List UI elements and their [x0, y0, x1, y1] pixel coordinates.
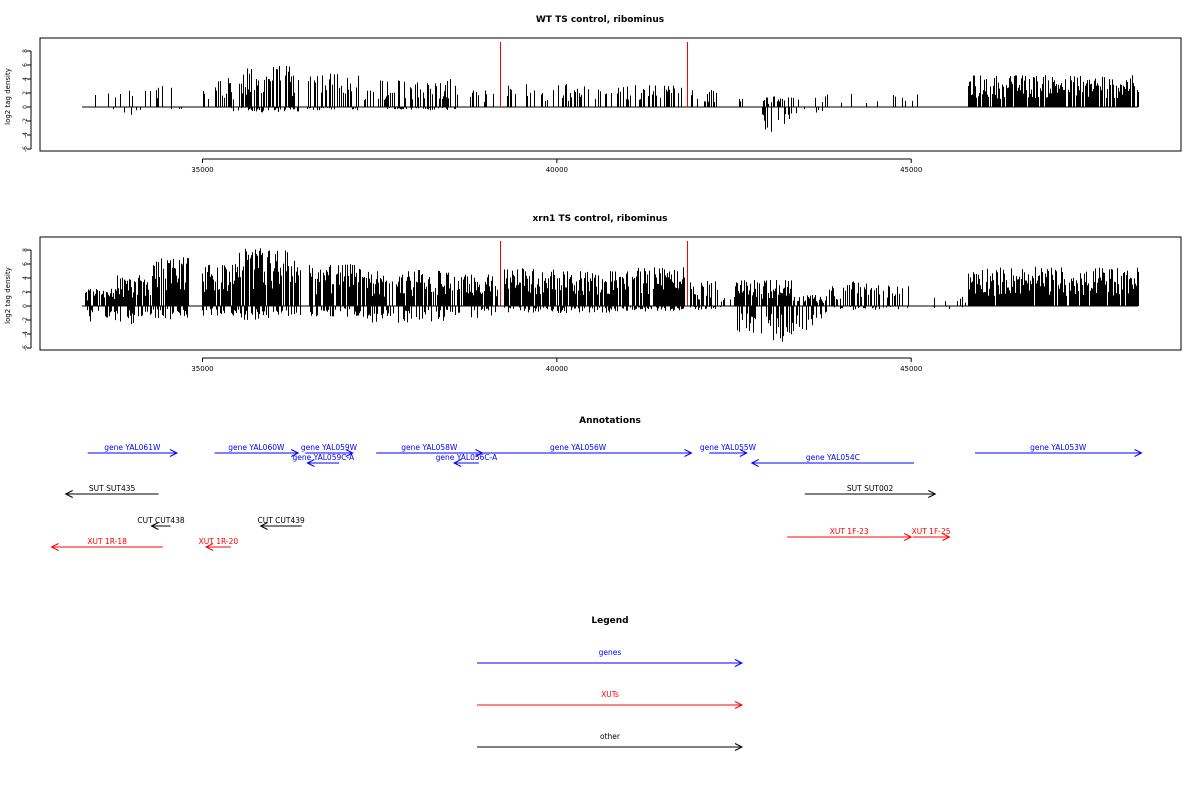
arrow-head	[1134, 449, 1143, 457]
annotation-label: gene YAL053W	[1030, 443, 1087, 452]
annotation-label: XUT 1F-23	[830, 527, 869, 536]
arrow-head	[739, 449, 748, 457]
y-tick-label: 2	[22, 290, 29, 294]
annotation-feature: gene YAL060W	[214, 443, 300, 457]
arrow-head	[928, 490, 937, 498]
legend-title: Legend	[591, 616, 628, 626]
arrow-head	[942, 533, 951, 541]
y-tick-label: -4	[22, 132, 29, 138]
annotation-label: gene YAL054C	[806, 453, 860, 462]
annotation-feature: gene YAL053W	[974, 443, 1143, 457]
density-bars	[85, 248, 1139, 342]
annotation-label: gene YAL056C-A	[436, 453, 499, 462]
y-tick-label: 8	[22, 49, 29, 53]
annotations-section: Annotations gene YAL061W gene YAL060W gene …	[50, 416, 1143, 551]
annotation-feature: gene YAL054C	[750, 453, 915, 467]
y-tick-label: -2	[22, 118, 29, 124]
legend-item: genes	[477, 648, 744, 667]
annotation-label: gene YAL058W	[401, 443, 458, 452]
y-tick-label: 4	[22, 276, 29, 280]
annotation-feature: gene YAL056W	[464, 443, 693, 457]
annotation-feature: XUT 1R-20	[199, 537, 239, 551]
y-tick-label: 6	[22, 63, 29, 67]
y-tick-label: -6	[22, 345, 29, 351]
panel-title: xrn1 TS control, ribominus	[532, 214, 667, 224]
annotation-label: gene YAL061W	[104, 443, 161, 452]
annotation-feature: SUT SUT435	[64, 484, 159, 498]
annotation-feature: CUT CUT438	[137, 516, 185, 530]
annotation-label: gene YAL059W	[301, 443, 358, 452]
y-axis-label: log2 tag density	[4, 267, 12, 324]
track-panel-wt: WT TS control, ribominus -6 -4 -2 0 2 4 6 8 log2 …	[4, 15, 1182, 174]
annotation-feature: XUT 1R-18	[50, 537, 163, 551]
annotation-feature: XUT 1F-23	[787, 527, 913, 541]
y-tick-label: 0	[22, 304, 29, 308]
x-tick-label: 45000	[900, 166, 922, 174]
x-tick-label: 45000	[900, 365, 922, 373]
annotation-label: XUT 1R-18	[87, 537, 127, 546]
plot-frame	[39, 37, 1182, 152]
annotation-feature: XUT 1F-25	[912, 527, 951, 541]
annotation-label: XUT 1R-20	[199, 537, 239, 546]
y-tick-label: -2	[22, 317, 29, 323]
x-tick-label: 40000	[546, 365, 568, 373]
plot-frame	[39, 236, 1182, 351]
arrow-head	[750, 459, 759, 467]
arrow-head	[259, 522, 268, 530]
arrow-head	[734, 743, 744, 751]
annotation-label: gene YAL059C-A	[292, 453, 355, 462]
annotation-feature: CUT CUT439	[257, 516, 305, 530]
y-tick-label: 0	[22, 105, 29, 109]
legend-label: XUTs	[601, 690, 619, 699]
x-tick-label: 40000	[546, 166, 568, 174]
arrow-head	[734, 659, 744, 667]
x-tick-label: 35000	[191, 166, 213, 174]
arrow-head	[345, 449, 354, 457]
annotation-feature: gene YAL056C-A	[436, 453, 499, 467]
arrow-head	[169, 449, 179, 457]
legend: Legend genes XUTs other	[477, 616, 744, 751]
legend-label: genes	[599, 648, 622, 657]
arrow-head	[150, 522, 159, 530]
annotation-label: CUT CUT438	[137, 516, 185, 525]
y-tick-label: -4	[22, 331, 29, 337]
arrow-head	[452, 459, 462, 467]
y-tick-label: -6	[22, 146, 29, 152]
arrow-head	[64, 490, 73, 498]
annotation-label: SUT SUT435	[89, 484, 136, 493]
arrow-head	[903, 533, 913, 541]
annotation-label: XUT 1F-25	[912, 527, 951, 536]
annotation-feature: SUT SUT002	[804, 484, 937, 498]
y-tick-label: 4	[22, 77, 29, 81]
panel-title: WT TS control, ribominus	[536, 15, 664, 25]
arrow-head	[204, 543, 214, 551]
x-tick-label: 35000	[191, 365, 213, 373]
annotation-label: gene YAL056W	[550, 443, 607, 452]
y-tick-label: 2	[22, 91, 29, 95]
arrow-head	[290, 449, 300, 457]
legend-item: other	[477, 732, 744, 751]
annotation-feature: gene YAL061W	[87, 443, 179, 457]
y-axis-label: log2 tag density	[4, 68, 12, 125]
annotation-feature: gene YAL059C-A	[292, 453, 355, 467]
legend-label: other	[600, 732, 621, 741]
arrow-head	[306, 459, 315, 467]
arrow-head	[50, 543, 59, 551]
density-bars	[95, 66, 1139, 132]
annotation-label: gene YAL060W	[228, 443, 285, 452]
annotations-title: Annotations	[579, 416, 641, 426]
annotation-feature: gene YAL055W	[700, 443, 757, 457]
legend-item: XUTs	[477, 690, 744, 709]
track-panel-xrn1: xrn1 TS control, ribominus -6 -4 -2 0 2 4 6 8 log…	[4, 214, 1182, 373]
y-tick-label: 6	[22, 262, 29, 266]
annotation-label: SUT SUT002	[847, 484, 894, 493]
arrow-head	[734, 701, 744, 709]
annotation-feature: gene YAL059W	[301, 443, 358, 457]
annotation-label: gene YAL055W	[700, 443, 757, 452]
arrow-head	[684, 449, 693, 457]
annotation-label: CUT CUT439	[257, 516, 305, 525]
y-tick-label: 8	[22, 248, 29, 252]
